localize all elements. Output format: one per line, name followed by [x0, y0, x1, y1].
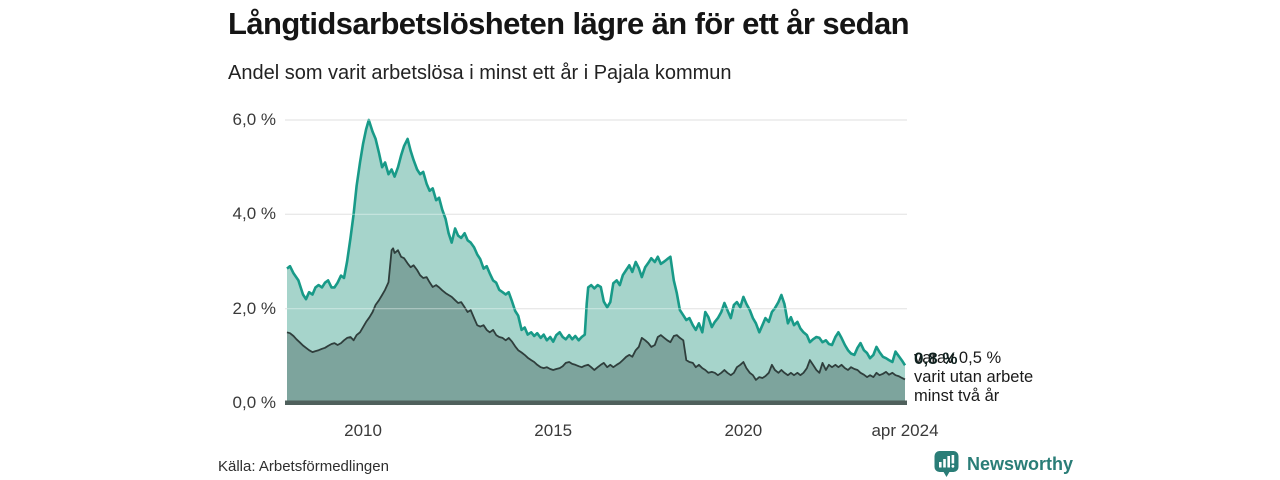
y-tick-label: 4,0 %	[232, 204, 276, 224]
x-tick-label: apr 2024	[871, 421, 939, 440]
x-axis-line	[285, 400, 907, 405]
x-tick-label: 2015	[534, 421, 573, 440]
end-detail-line-3: minst två år	[914, 387, 1000, 405]
newsworthy-logo: Newsworthy	[934, 450, 1073, 478]
series-line	[286, 247, 906, 381]
y-tick-label: 2,0 %	[232, 298, 276, 318]
x-tick-label: 2020	[724, 421, 763, 440]
chart-subtitle: Andel som varit arbetslösa i minst ett å…	[228, 62, 732, 84]
end-detail-line-2: varit utan arbete	[914, 368, 1034, 386]
series-area	[287, 248, 905, 403]
x-tick-label: 2010	[344, 421, 382, 440]
newsworthy-chart-bubble-icon	[934, 451, 959, 477]
series-end-annotation: 0,8 % varav 0,5 % varit utan arbete mins…	[914, 349, 1064, 406]
source-credit: Källa: Arbetsförmedlingen	[218, 458, 389, 475]
y-tick-label: 6,0 %	[232, 110, 276, 129]
end-detail-line-1: varav 0,5 %	[914, 349, 1002, 367]
newsworthy-wordmark: Newsworthy	[967, 453, 1074, 474]
page-title: Långtidsarbetslösheten lägre än för ett …	[228, 6, 910, 41]
series-line	[286, 118, 907, 366]
end-value-label: 0,8 %	[914, 349, 958, 368]
y-tick-label: 0,0 %	[232, 393, 276, 412]
